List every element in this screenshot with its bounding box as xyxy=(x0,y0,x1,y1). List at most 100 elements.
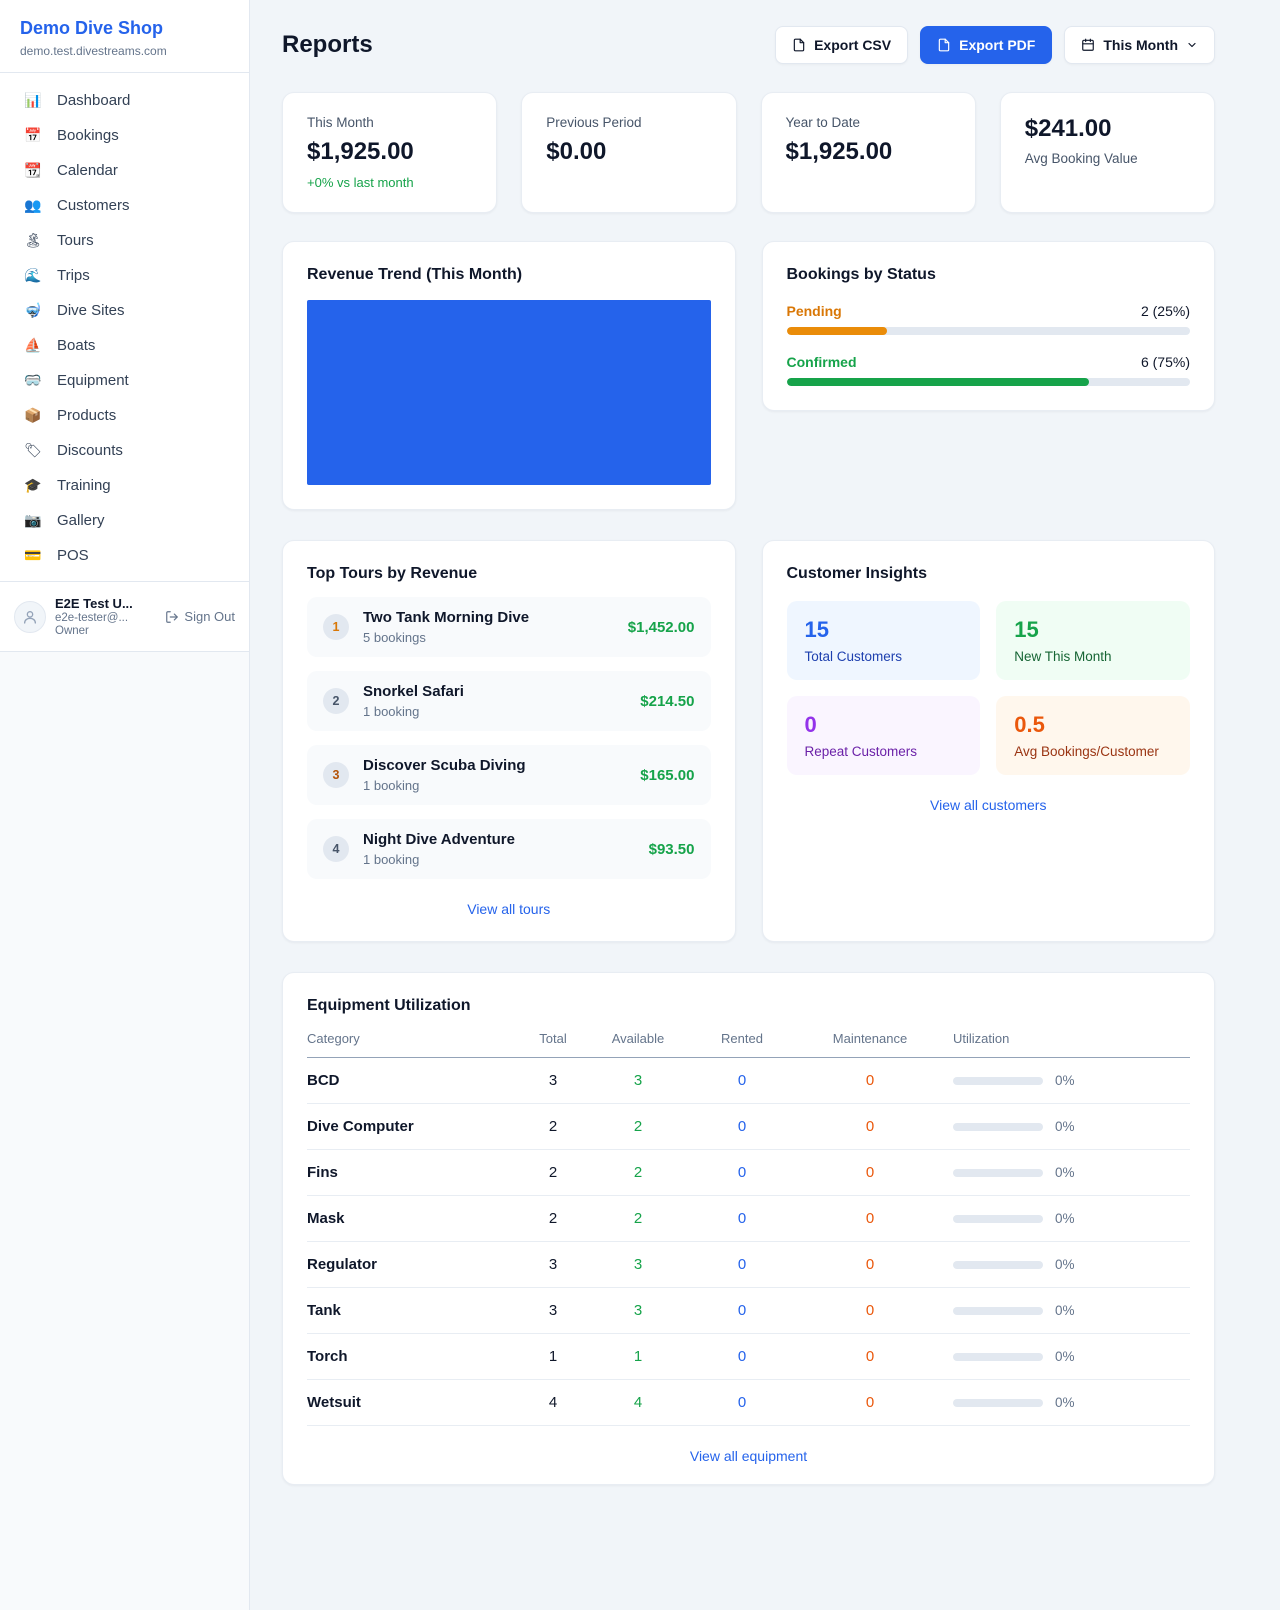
equip-total: 2 xyxy=(548,1210,558,1227)
tour-row: 3 Discover Scuba Diving 1 booking $165.0… xyxy=(307,745,711,805)
tour-row: 4 Night Dive Adventure 1 booking $93.50 xyxy=(307,819,711,879)
view-all-customers-link[interactable]: View all customers xyxy=(930,797,1047,813)
trips-wave-icon: 🌊 xyxy=(24,267,42,283)
sidebar-item-training[interactable]: 🎓 Training xyxy=(12,468,237,503)
equip-rented: 0 xyxy=(737,1072,747,1089)
main-content: Reports Export CSV Export PDF This Month xyxy=(250,0,1280,1610)
tile-avg-bookings-per-customer: 0.5 Avg Bookings/Customer xyxy=(996,696,1190,775)
equip-rented: 0 xyxy=(737,1256,747,1273)
file-icon xyxy=(793,38,805,52)
insights-tiles: 15 Total Customers 15 New This Month 0 R… xyxy=(786,601,1190,775)
equip-maintenance: 0 xyxy=(865,1394,875,1411)
equip-maintenance: 0 xyxy=(865,1072,875,1089)
sidebar-nav: 📊 Dashboard 📅 Bookings 📆 Calendar 👥 Cust… xyxy=(0,73,249,581)
sign-out-button[interactable]: Sign Out xyxy=(165,609,235,624)
tour-bookings: 1 booking xyxy=(363,852,420,867)
equip-category: Dive Computer xyxy=(307,1118,414,1135)
shop-domain: demo.test.divestreams.com xyxy=(20,44,167,58)
stat-value: $0.00 xyxy=(546,138,607,165)
export-csv-button[interactable]: Export CSV xyxy=(775,26,909,64)
sidebar-item-label: Discounts xyxy=(57,442,123,459)
status-bar-track xyxy=(786,327,1190,335)
sidebar-item-boats[interactable]: ⛵ Boats xyxy=(12,328,237,363)
table-row: Mask 2 2 0 0 0% xyxy=(307,1196,1190,1242)
status-row-confirmed: Confirmed 6 (75%) xyxy=(786,354,1190,386)
status-row-pending: Pending 2 (25%) xyxy=(786,303,1190,335)
revenue-trend-chart xyxy=(307,300,711,485)
sign-out-label: Sign Out xyxy=(184,609,235,624)
tile-value: 0 xyxy=(804,712,817,737)
sidebar-item-calendar[interactable]: 📆 Calendar xyxy=(12,153,237,188)
user-meta: E2E Test U... e2e-tester@... Owner xyxy=(55,596,156,637)
status-bar-track xyxy=(786,378,1190,386)
status-count-pending: 2 (25%) xyxy=(1140,303,1190,319)
sidebar-item-gallery[interactable]: 📷 Gallery xyxy=(12,503,237,538)
status-count-confirmed: 6 (75%) xyxy=(1140,354,1190,370)
shop-name[interactable]: Demo Dive Shop xyxy=(20,18,164,38)
table-row: Tank 3 3 0 0 0% xyxy=(307,1288,1190,1334)
utilization-percent: 0% xyxy=(1055,1257,1075,1272)
sidebar-item-label: Boats xyxy=(57,337,96,354)
equip-available: 2 xyxy=(633,1210,643,1227)
sidebar-item-label: Gallery xyxy=(57,512,105,529)
status-label-confirmed: Confirmed xyxy=(786,354,857,370)
utilization-bar xyxy=(953,1168,1043,1177)
sidebar-item-customers[interactable]: 👥 Customers xyxy=(12,188,237,223)
equip-rented: 0 xyxy=(737,1164,747,1181)
sidebar-item-pos[interactable]: 💳 POS xyxy=(12,538,237,573)
tour-bookings: 5 bookings xyxy=(363,630,426,645)
equip-rented: 0 xyxy=(737,1348,747,1365)
utilization-bar xyxy=(953,1214,1043,1223)
stat-card-avg-booking-value: $241.00 Avg Booking Value xyxy=(999,92,1215,213)
tile-label: New This Month xyxy=(1014,649,1112,664)
sidebar-item-bookings[interactable]: 📅 Bookings xyxy=(12,118,237,153)
sidebar-item-equipment[interactable]: 🥽 Equipment xyxy=(12,363,237,398)
stat-value: $1,925.00 xyxy=(307,138,414,165)
sidebar-item-dive-sites[interactable]: 🤿 Dive Sites xyxy=(12,293,237,328)
view-all-tours-link[interactable]: View all tours xyxy=(467,901,551,917)
calendar-icon xyxy=(1082,38,1095,51)
equip-total: 3 xyxy=(548,1302,558,1319)
equip-rented: 0 xyxy=(737,1302,747,1319)
dashboard-icon: 📊 xyxy=(24,92,42,108)
stat-value: $241.00 xyxy=(1024,115,1112,142)
sidebar-item-products[interactable]: 📦 Products xyxy=(12,398,237,433)
user-icon xyxy=(24,610,36,624)
equip-total: 2 xyxy=(548,1118,558,1135)
products-box-icon: 📦 xyxy=(24,407,42,423)
sidebar-item-label: Calendar xyxy=(57,162,118,179)
user-email: e2e-tester@... xyxy=(55,612,129,624)
user-role: Owner xyxy=(55,625,89,637)
rank-badge: 1 xyxy=(323,614,349,640)
table-row: Wetsuit 4 4 0 0 0% xyxy=(307,1380,1190,1426)
table-row: Dive Computer 2 2 0 0 0% xyxy=(307,1104,1190,1150)
sidebar-item-dashboard[interactable]: 📊 Dashboard xyxy=(12,83,237,118)
equipment-utilization-card: Equipment Utilization Category Total Ava… xyxy=(282,972,1215,1485)
export-pdf-button[interactable]: Export PDF xyxy=(920,26,1053,64)
rank-badge: 2 xyxy=(323,688,349,714)
equip-available: 3 xyxy=(633,1072,643,1089)
avatar xyxy=(14,600,46,633)
period-label: This Month xyxy=(1103,37,1178,53)
col-rented: Rented xyxy=(721,1031,763,1046)
equip-category: Wetsuit xyxy=(307,1394,361,1411)
sidebar-item-tours[interactable]: 🏝 Tours xyxy=(12,223,237,258)
sidebar-item-trips[interactable]: 🌊 Trips xyxy=(12,258,237,293)
tours-island-icon: 🏝 xyxy=(24,232,42,248)
period-dropdown[interactable]: This Month xyxy=(1064,26,1215,64)
revenue-trend-card: Revenue Trend (This Month) xyxy=(282,241,736,510)
equip-maintenance: 0 xyxy=(865,1256,875,1273)
equip-maintenance: 0 xyxy=(865,1118,875,1135)
equip-category: Torch xyxy=(307,1348,348,1365)
equip-category: Mask xyxy=(307,1210,345,1227)
view-all-equipment-link[interactable]: View all equipment xyxy=(689,1448,808,1464)
gallery-camera-icon: 📷 xyxy=(24,512,42,528)
sidebar-item-label: Dive Sites xyxy=(57,302,125,319)
stat-label: Avg Booking Value xyxy=(1024,151,1138,166)
tile-value: 0.5 xyxy=(1014,712,1045,737)
equip-category: BCD xyxy=(307,1072,340,1089)
sidebar-item-discounts[interactable]: 🏷 Discounts xyxy=(12,433,237,468)
equip-rented: 0 xyxy=(737,1118,747,1135)
equip-category: Fins xyxy=(307,1164,338,1181)
stat-label: This Month xyxy=(307,115,374,130)
